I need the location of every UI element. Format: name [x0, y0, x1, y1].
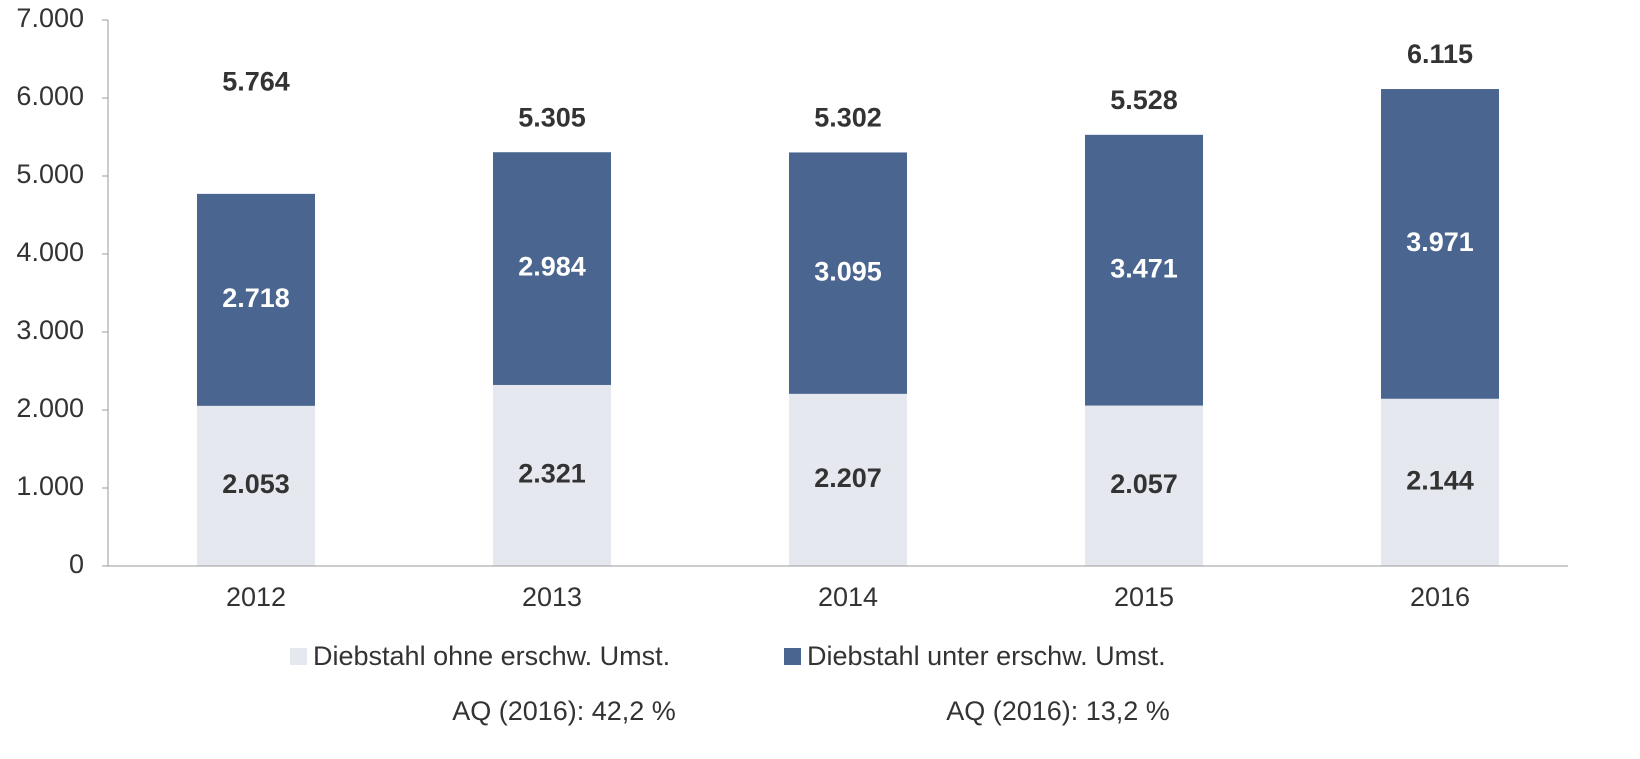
total-label: 5.305 [518, 102, 586, 132]
x-tick-label: 2013 [522, 582, 582, 612]
bar-segment [1381, 398, 1499, 566]
legend-label: Diebstahl unter erschw. Umst. [807, 641, 1166, 671]
bar-segment [1085, 405, 1203, 566]
y-tick-label: 2.000 [16, 393, 84, 423]
total-label: 5.302 [814, 103, 882, 133]
value-label: 2.144 [1406, 466, 1474, 496]
y-tick-label: 5.000 [16, 159, 84, 189]
x-tick-label: 2014 [818, 582, 878, 612]
legend-swatch [784, 648, 801, 665]
y-tick-label: 7.000 [16, 3, 84, 33]
value-label: 2.984 [518, 252, 586, 282]
bar-segment [1381, 89, 1499, 399]
legend-swatch [290, 648, 307, 665]
value-label: 2.057 [1110, 469, 1178, 499]
annotation: AQ (2016): 13,2 % [946, 696, 1170, 726]
total-label: 5.764 [222, 67, 290, 97]
value-label: 2.321 [518, 459, 586, 489]
value-label: 2.053 [222, 469, 290, 499]
bar-segment [789, 152, 907, 394]
y-tick-label: 4.000 [16, 237, 84, 267]
annotation: AQ (2016): 42,2 % [452, 696, 676, 726]
x-tick-label: 2012 [226, 582, 286, 612]
x-tick-label: 2015 [1114, 582, 1174, 612]
bar-segment [789, 393, 907, 566]
value-label: 2.718 [222, 283, 290, 313]
bar-segment [197, 405, 315, 566]
y-tick-label: 6.000 [16, 81, 84, 111]
value-label: 3.471 [1110, 253, 1178, 283]
bar-segment [1085, 134, 1203, 406]
bar-segment [197, 193, 315, 406]
bar-segment [493, 384, 611, 566]
bar-segment [493, 152, 611, 385]
value-label: 3.971 [1406, 227, 1474, 257]
total-label: 6.115 [1407, 39, 1473, 69]
y-tick-label: 0 [69, 549, 84, 579]
value-label: 2.207 [814, 463, 882, 493]
legend-label: Diebstahl ohne erschw. Umst. [313, 641, 670, 671]
x-tick-label: 2016 [1410, 582, 1470, 612]
y-tick-label: 3.000 [16, 315, 84, 345]
value-label: 3.095 [814, 256, 882, 286]
total-label: 5.528 [1110, 85, 1178, 115]
y-tick-label: 1.000 [16, 471, 84, 501]
